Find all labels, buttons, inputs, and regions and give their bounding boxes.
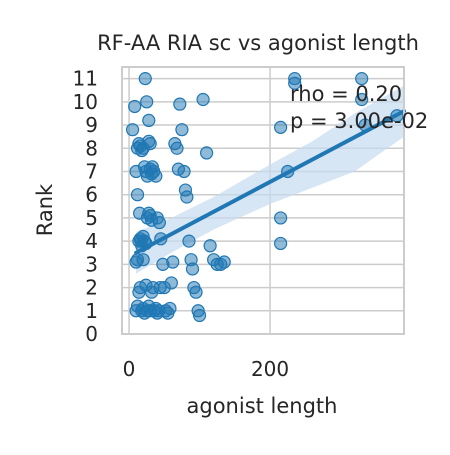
data-point xyxy=(170,141,184,155)
y-tick-label: 9 xyxy=(85,113,98,137)
data-point xyxy=(217,255,231,269)
data-point xyxy=(189,285,203,299)
y-tick-label: 6 xyxy=(85,183,98,207)
data-point xyxy=(142,134,156,148)
data-point xyxy=(173,97,187,111)
data-point xyxy=(128,99,142,114)
plot-frame xyxy=(121,66,405,335)
x-tick-label: 200 xyxy=(251,357,289,381)
data-point xyxy=(355,72,369,86)
y-tick-label: 11 xyxy=(73,67,98,91)
data-point xyxy=(138,72,152,86)
data-point xyxy=(177,164,191,179)
data-point xyxy=(145,167,159,181)
y-tick-label: 3 xyxy=(85,252,98,276)
x-tick-label: 0 xyxy=(123,357,136,381)
data-point xyxy=(152,304,166,318)
data-point xyxy=(140,95,154,109)
data-point xyxy=(355,92,369,107)
data-point xyxy=(192,308,207,323)
y-tick-label: 2 xyxy=(85,276,98,300)
data-point xyxy=(196,92,210,107)
data-point xyxy=(274,236,288,251)
data-point xyxy=(182,234,196,248)
y-tick-label: 5 xyxy=(85,206,98,230)
regression-line xyxy=(134,109,406,255)
y-axis-label: Rank xyxy=(33,183,57,236)
data-point xyxy=(125,123,140,137)
data-point xyxy=(288,76,302,90)
data-point xyxy=(175,123,189,137)
data-point xyxy=(153,280,167,295)
regression-line-group xyxy=(134,109,406,255)
chart-title: RF-AA RIA sc vs agonist length xyxy=(97,31,419,55)
data-point xyxy=(180,190,194,204)
scatter-points xyxy=(125,72,404,323)
data-point xyxy=(203,239,217,253)
data-point xyxy=(164,276,178,290)
data-point xyxy=(200,146,214,160)
data-point xyxy=(130,253,145,267)
y-tick-label: 8 xyxy=(85,136,98,160)
x-axis-label: agonist length xyxy=(187,394,338,418)
data-point xyxy=(163,301,177,316)
confidence-band-area xyxy=(136,85,404,274)
y-tick-label: 0 xyxy=(85,322,98,346)
confidence-band xyxy=(136,85,404,274)
y-tick-label: 7 xyxy=(85,159,98,183)
data-point xyxy=(145,213,159,227)
data-point xyxy=(142,113,156,128)
p-value-annotation: p = 3.00e-02 xyxy=(290,109,428,133)
data-point xyxy=(166,255,180,269)
data-point xyxy=(185,262,200,276)
y-tick-label: 1 xyxy=(85,299,98,323)
data-point xyxy=(274,120,288,134)
rho-annotation: rho = 0.20 xyxy=(290,82,402,106)
data-point xyxy=(130,188,145,202)
data-point xyxy=(274,211,288,225)
y-tick-label: 10 xyxy=(73,90,98,114)
y-tick-label: 4 xyxy=(85,229,98,253)
